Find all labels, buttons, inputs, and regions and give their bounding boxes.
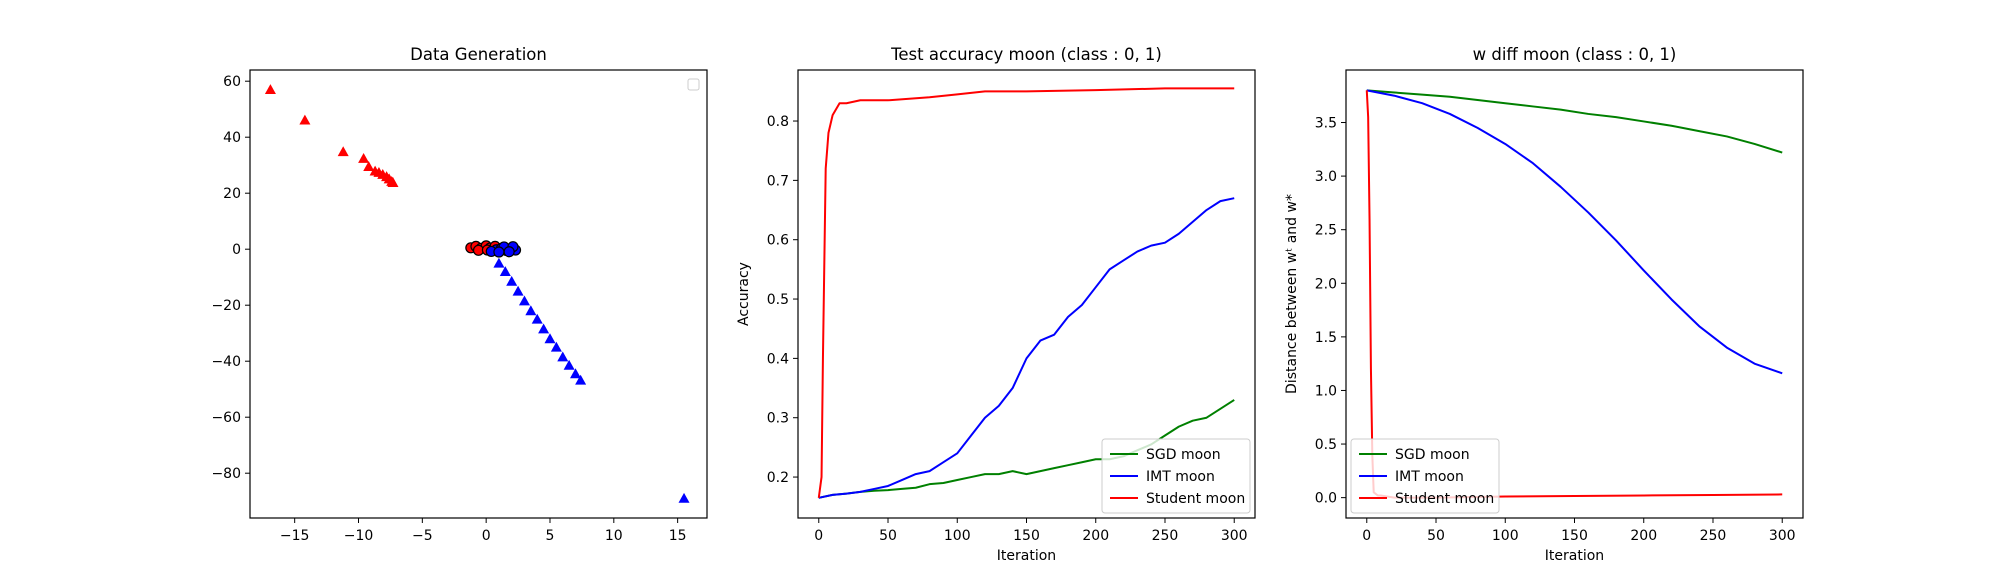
data-point xyxy=(550,341,562,352)
y-tick-label: 0.2 xyxy=(767,470,789,486)
y-tick-label: 0.5 xyxy=(767,292,789,308)
data-point xyxy=(575,374,587,385)
y-tick-label: 20 xyxy=(223,186,241,202)
y-tick-label: 0.3 xyxy=(767,411,789,427)
x-tick-label: 300 xyxy=(1769,528,1796,544)
legend-box xyxy=(1101,438,1251,514)
data-point xyxy=(363,161,375,171)
series-line-sgd-moon xyxy=(1366,89,1783,154)
y-tick-label: 60 xyxy=(223,74,241,90)
y-tick-label: −40 xyxy=(211,354,241,370)
data-point xyxy=(525,305,537,316)
y-tick-label: −20 xyxy=(211,298,241,314)
data-point xyxy=(337,146,349,157)
y-tick-label: 0.8 xyxy=(767,114,789,130)
x-tick-label: 0 xyxy=(482,528,491,544)
y-tick-label: 0.0 xyxy=(1315,491,1337,507)
y-tick-label: 0.7 xyxy=(767,173,789,189)
legend-label: SGD moon xyxy=(1395,447,1470,463)
x-tick-label: 10 xyxy=(605,528,623,544)
data-point xyxy=(557,351,569,362)
series-line-student-moon xyxy=(1365,90,1783,499)
data-point xyxy=(678,492,690,503)
x-tick-label: 100 xyxy=(944,528,971,544)
x-tick-label: 50 xyxy=(1427,528,1445,544)
x-tick-label: 300 xyxy=(1221,528,1248,544)
y-axis-label: Distance between wᵗ and w* xyxy=(1284,194,1300,394)
y-tick-label: −60 xyxy=(211,410,241,426)
series-line-student-moon xyxy=(817,87,1235,498)
x-tick-label: 100 xyxy=(1492,528,1519,544)
legend: SGD moon IMT moon Student moon xyxy=(1350,438,1500,514)
chart-title: Test accuracy moon (class : 0, 1) xyxy=(890,45,1162,64)
series-line-imt-moon xyxy=(1366,89,1783,375)
x-tick-label: 50 xyxy=(879,528,897,544)
series-line-imt-moon xyxy=(818,197,1235,499)
y-tick-label: 0 xyxy=(232,242,241,258)
x-axis-label: Iteration xyxy=(1545,548,1604,564)
legend-label: IMT moon xyxy=(1395,469,1464,485)
data-point xyxy=(512,285,524,296)
data-point xyxy=(499,266,511,276)
x-tick-label: 200 xyxy=(1082,528,1109,544)
plot-area xyxy=(264,84,690,503)
x-tick-label: 15 xyxy=(669,528,687,544)
x-tick-label: −10 xyxy=(344,528,374,544)
x-tick-label: 150 xyxy=(1561,528,1588,544)
legend-label: SGD moon xyxy=(1146,447,1221,463)
x-tick-label: 5 xyxy=(546,528,555,544)
y-tick-label: 3.5 xyxy=(1315,116,1337,132)
x-tick-label: 0 xyxy=(1362,528,1371,544)
y-tick-label: 1.5 xyxy=(1315,330,1337,346)
y-tick-label: 2.0 xyxy=(1315,276,1337,292)
legend: SGD moon IMT moon Student moon xyxy=(1101,438,1251,514)
x-tick-label: 0 xyxy=(814,528,823,544)
data-point xyxy=(531,313,543,324)
y-tick-label: −80 xyxy=(211,466,241,482)
y-tick-label: 2.5 xyxy=(1315,223,1337,239)
x-tick-label: 250 xyxy=(1152,528,1179,544)
data-point xyxy=(387,177,399,187)
data-point xyxy=(358,152,370,163)
y-tick-label: 0.6 xyxy=(767,233,789,249)
legend-label: IMT moon xyxy=(1146,469,1215,485)
chart-title: Data Generation xyxy=(410,45,547,64)
x-tick-label: 250 xyxy=(1700,528,1727,544)
data-point xyxy=(299,114,311,125)
plot-area xyxy=(817,87,1235,499)
series-line-sgd-moon xyxy=(818,399,1235,499)
legend-label: Student moon xyxy=(1395,491,1494,507)
x-tick-label: −5 xyxy=(412,528,433,544)
chart-title: w diff moon (class : 0, 1) xyxy=(1473,45,1677,64)
data-point xyxy=(563,359,575,370)
plot-area xyxy=(1365,89,1783,499)
chart-panel-2: 0 50 100 150 200 250 300 0.2 0.3 0.4 0.5 0.6 0.7 0.8 T… xyxy=(736,45,1256,564)
legend-box xyxy=(687,78,700,91)
data-point xyxy=(493,246,505,258)
legend-label: Student moon xyxy=(1146,491,1245,507)
data-point xyxy=(503,246,515,258)
y-tick-label: 0.5 xyxy=(1315,437,1337,453)
y-tick-label: 0.4 xyxy=(767,351,789,367)
data-point xyxy=(264,84,276,94)
legend-box xyxy=(1350,438,1500,514)
data-point xyxy=(506,275,518,286)
x-tick-label: 200 xyxy=(1630,528,1657,544)
x-tick-label: 150 xyxy=(1013,528,1040,544)
data-point xyxy=(518,295,530,306)
x-tick-label: −15 xyxy=(280,528,310,544)
data-point xyxy=(570,368,582,379)
axes-frame xyxy=(249,69,708,519)
data-point xyxy=(493,257,505,268)
y-tick-label: 1.0 xyxy=(1315,383,1337,399)
y-tick-label: 3.0 xyxy=(1315,169,1337,185)
chart-panel-1: −15 −10 −5 0 5 10 15 −80 −60 −40 −20 0 20 40 60 Data Ge… xyxy=(211,45,708,544)
data-point xyxy=(544,333,556,344)
data-point xyxy=(538,323,550,334)
chart-panel-3: 0 50 100 150 200 250 300 0.0 0.5 1.0 1.5 2.0 2.5 3.0 3… xyxy=(1284,45,1804,564)
y-axis-label: Accuracy xyxy=(736,262,752,326)
y-tick-label: 40 xyxy=(223,130,241,146)
x-axis-label: Iteration xyxy=(997,548,1056,564)
